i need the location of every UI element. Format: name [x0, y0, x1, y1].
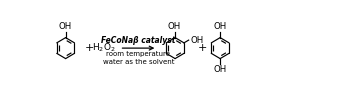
Text: +: + [197, 43, 207, 53]
Text: water as the solvent: water as the solvent [103, 59, 174, 65]
Text: $\mathregular{H_2O_2}$: $\mathregular{H_2O_2}$ [92, 42, 115, 54]
Text: room temperature: room temperature [106, 51, 171, 57]
Text: OH: OH [59, 22, 72, 31]
Text: FeCoNaβ catalyst: FeCoNaβ catalyst [101, 36, 176, 45]
Text: OH: OH [214, 65, 227, 74]
Text: OH: OH [214, 22, 227, 31]
Text: +: + [85, 43, 95, 53]
Text: OH: OH [167, 22, 180, 31]
Text: OH: OH [191, 36, 204, 45]
